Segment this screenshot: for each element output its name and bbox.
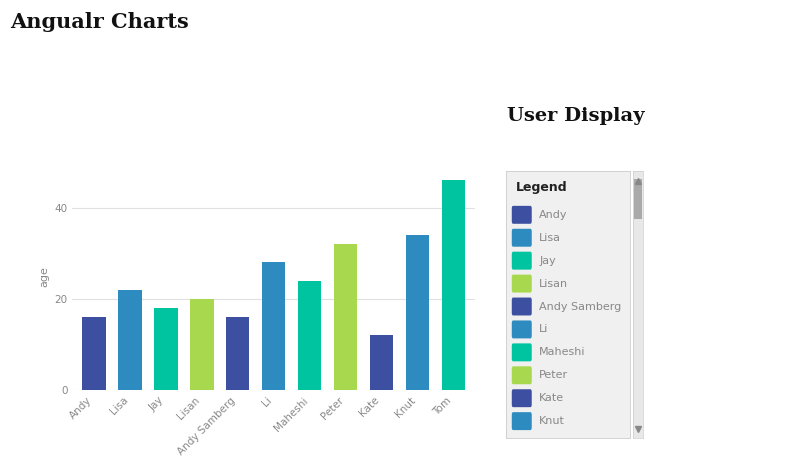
Bar <box>406 235 429 390</box>
Bar <box>442 180 465 390</box>
Text: Angualr Charts: Angualr Charts <box>10 12 188 32</box>
Bar <box>298 281 321 390</box>
Text: Lisa: Lisa <box>539 233 561 243</box>
Text: Li: Li <box>539 325 548 335</box>
Y-axis label: age: age <box>39 266 49 287</box>
Text: Kate: Kate <box>539 393 564 403</box>
Bar <box>190 299 213 390</box>
Bar <box>262 262 286 390</box>
Text: Jay: Jay <box>539 256 556 266</box>
Bar <box>369 336 393 390</box>
FancyBboxPatch shape <box>512 367 532 384</box>
Bar <box>82 317 105 390</box>
Text: Andy Samberg: Andy Samberg <box>539 301 621 311</box>
Text: Lisan: Lisan <box>539 278 568 288</box>
Text: Maheshi: Maheshi <box>539 347 586 357</box>
FancyBboxPatch shape <box>512 229 532 247</box>
FancyBboxPatch shape <box>512 343 532 361</box>
Bar <box>334 244 357 390</box>
Bar <box>118 290 142 390</box>
FancyBboxPatch shape <box>512 275 532 293</box>
Text: Legend: Legend <box>515 181 568 194</box>
Text: Knut: Knut <box>539 416 565 426</box>
FancyBboxPatch shape <box>512 412 532 430</box>
Text: Andy: Andy <box>539 210 568 220</box>
FancyBboxPatch shape <box>512 252 532 269</box>
Text: User Display: User Display <box>507 107 644 125</box>
FancyBboxPatch shape <box>512 206 532 224</box>
FancyBboxPatch shape <box>512 298 532 316</box>
Text: Peter: Peter <box>539 370 568 380</box>
FancyBboxPatch shape <box>512 389 532 407</box>
Bar <box>226 317 250 390</box>
Bar <box>155 308 178 390</box>
FancyBboxPatch shape <box>512 320 532 338</box>
